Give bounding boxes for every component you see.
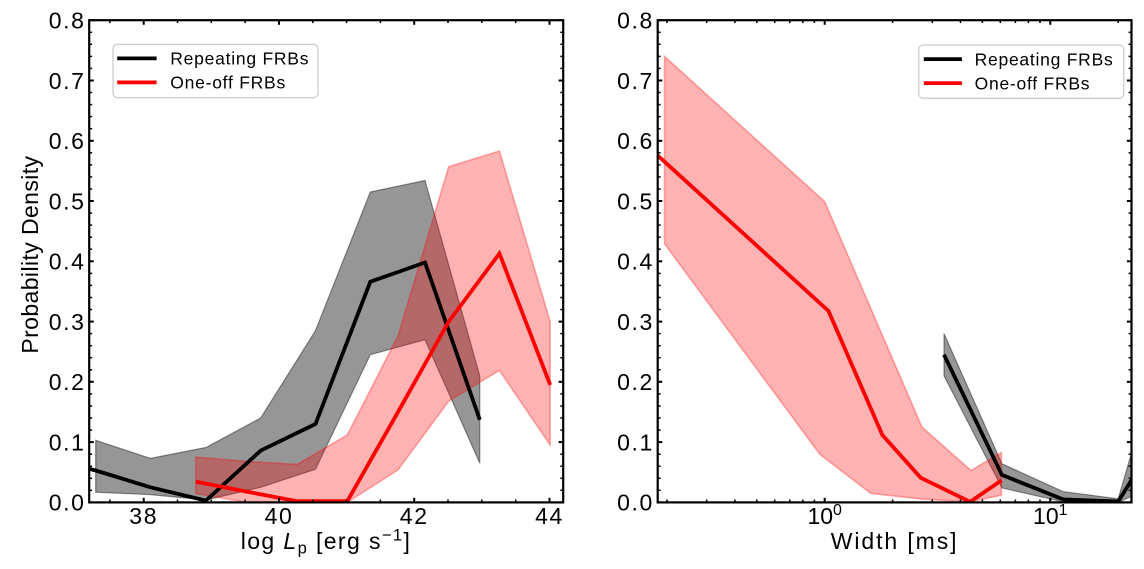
svg-text:44: 44 <box>535 503 564 529</box>
svg-text:0.7: 0.7 <box>617 68 654 94</box>
svg-text:42: 42 <box>400 503 429 529</box>
svg-text:0.6: 0.6 <box>49 128 86 154</box>
svg-text:0.0: 0.0 <box>49 490 86 516</box>
svg-text:0.2: 0.2 <box>49 369 86 395</box>
svg-text:0.4: 0.4 <box>617 249 654 275</box>
svg-text:0.3: 0.3 <box>49 309 86 335</box>
svg-text:0.5: 0.5 <box>49 188 86 214</box>
svg-text:Width [ms]: Width [ms] <box>831 528 959 554</box>
svg-text:101: 101 <box>1033 502 1068 529</box>
svg-text:0.0: 0.0 <box>617 490 654 516</box>
svg-text:0.2: 0.2 <box>617 369 654 395</box>
svg-text:0.7: 0.7 <box>49 68 86 94</box>
svg-text:0.1: 0.1 <box>617 429 654 455</box>
svg-text:Probability Density: Probability Density <box>17 155 43 353</box>
svg-text:One-off FRBs: One-off FRBs <box>170 73 286 93</box>
svg-text:0.4: 0.4 <box>49 249 86 275</box>
svg-text:One-off FRBs: One-off FRBs <box>975 73 1091 93</box>
svg-text:0.3: 0.3 <box>617 309 654 335</box>
svg-text:Repeating FRBs: Repeating FRBs <box>975 49 1114 69</box>
svg-text:0.6: 0.6 <box>617 128 654 154</box>
svg-text:0.5: 0.5 <box>617 188 654 214</box>
svg-text:0.8: 0.8 <box>617 8 654 34</box>
svg-text:40: 40 <box>265 503 294 529</box>
svg-text:Repeating FRBs: Repeating FRBs <box>170 49 309 69</box>
svg-text:log Lp [erg s−1]: log Lp [erg s−1] <box>241 527 412 558</box>
svg-text:0.8: 0.8 <box>49 8 86 34</box>
svg-text:0.1: 0.1 <box>49 429 86 455</box>
svg-text:38: 38 <box>129 503 158 529</box>
